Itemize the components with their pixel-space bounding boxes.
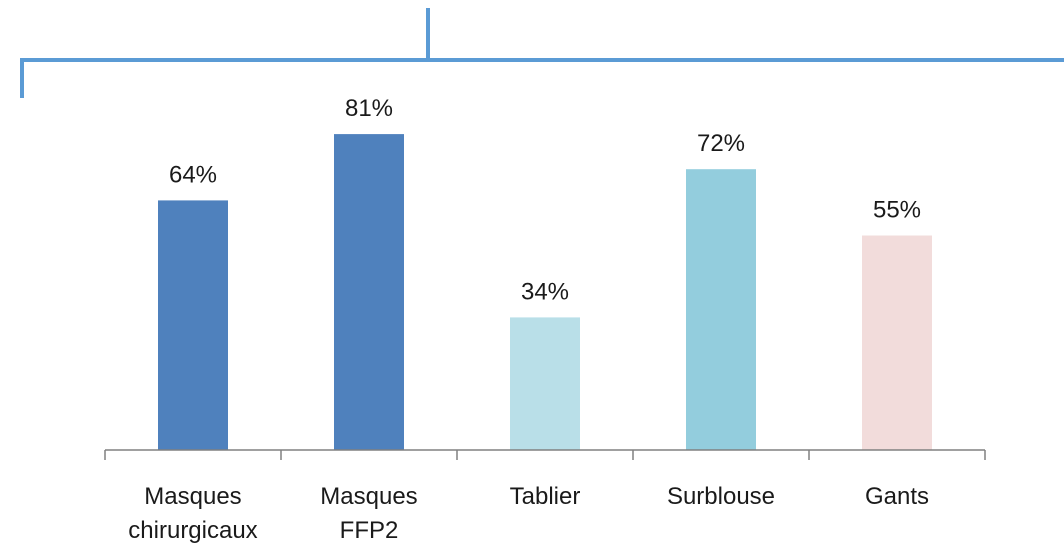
category-label-2: Tablier (510, 483, 581, 510)
value-label-1: 81% (345, 95, 393, 122)
category-label-4: Gants (865, 483, 929, 510)
category-label-line: Gants (865, 483, 929, 510)
bar-3 (686, 169, 756, 450)
category-label-line: Tablier (510, 483, 581, 510)
bar-1 (334, 134, 404, 450)
header-bracket (20, 8, 1064, 98)
bracket-frame-line (20, 58, 1064, 98)
bars-group (158, 134, 932, 450)
bar-0 (158, 200, 228, 450)
value-label-4: 55% (873, 197, 921, 224)
x-axis (104, 449, 986, 460)
category-label-line: chirurgicaux (128, 517, 257, 544)
value-label-0: 64% (169, 161, 217, 188)
category-label-line: Surblouse (667, 483, 775, 510)
category-label-0: Masques chirurgicaux (128, 483, 257, 544)
category-label-1: Masques FFP2 (320, 483, 417, 544)
bar-4 (862, 235, 932, 450)
bar-2 (510, 317, 580, 450)
category-label-line: Masques (320, 483, 417, 510)
category-label-line: FFP2 (340, 517, 399, 544)
value-label-3: 72% (697, 130, 745, 157)
category-labels-group: Masques chirurgicaux Masques FFP2 Tablier Sur… (128, 483, 929, 544)
value-label-2: 34% (521, 278, 569, 305)
category-label-3: Surblouse (667, 483, 775, 510)
category-label-line: Masques (144, 483, 241, 510)
value-labels-group: 64% 81% 34% 72% 55% (169, 95, 921, 305)
